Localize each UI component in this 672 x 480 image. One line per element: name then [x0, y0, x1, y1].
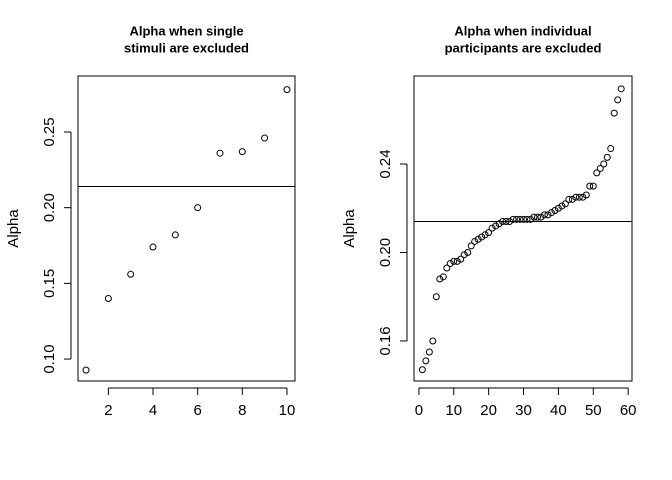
point: [238, 148, 246, 156]
point: [432, 293, 440, 301]
point: [429, 337, 437, 345]
plot-box: [413, 75, 633, 382]
point: [261, 134, 269, 142]
point: [460, 251, 468, 259]
point: [533, 213, 541, 221]
point: [506, 218, 514, 226]
point: [614, 96, 622, 104]
point: [575, 193, 583, 201]
x-tick-label: 20: [480, 402, 497, 419]
y-tick-label: 0.20: [377, 238, 394, 267]
x-tick-label: 0: [415, 402, 423, 419]
chart-title: participants are excluded: [445, 40, 602, 55]
point: [453, 257, 461, 265]
point: [283, 86, 291, 94]
point: [457, 255, 465, 263]
point: [558, 202, 566, 210]
chart-title: Alpha when single: [129, 23, 243, 38]
point: [520, 215, 528, 223]
point: [499, 218, 507, 226]
y-tick-label: 0.25: [41, 117, 58, 146]
point: [607, 145, 615, 153]
y-tick-label: 0.24: [377, 149, 394, 178]
point: [572, 193, 580, 201]
point: [436, 275, 444, 283]
point: [194, 204, 202, 212]
x-tick-label: 40: [550, 402, 567, 419]
point: [149, 243, 157, 251]
point: [516, 215, 524, 223]
x-tick-label: 6: [193, 402, 201, 419]
point: [82, 366, 90, 374]
point: [523, 215, 531, 223]
point: [579, 193, 587, 201]
point: [526, 215, 534, 223]
point: [443, 264, 451, 272]
point: [617, 85, 625, 93]
point: [127, 270, 135, 278]
point: [568, 195, 576, 203]
y-axis-label: Alpha: [341, 209, 358, 248]
chart-title: stimuli are excluded: [124, 40, 249, 55]
point: [478, 233, 486, 241]
point: [425, 348, 433, 356]
x-tick-label: 10: [279, 402, 296, 419]
point: [544, 211, 552, 219]
point: [495, 220, 503, 228]
point: [596, 164, 604, 172]
point: [450, 257, 458, 265]
x-tick-label: 2: [104, 402, 112, 419]
point: [540, 211, 548, 219]
chart-title: Alpha when individual: [454, 23, 591, 38]
x-tick-label: 50: [585, 402, 602, 419]
point: [104, 295, 112, 303]
point: [418, 366, 426, 374]
point: [513, 215, 521, 223]
point: [603, 153, 611, 161]
point: [481, 231, 489, 239]
x-tick-label: 60: [620, 402, 637, 419]
point: [171, 231, 179, 239]
point: [530, 213, 538, 221]
point: [537, 213, 545, 221]
point: [216, 149, 224, 157]
point: [547, 209, 555, 217]
point: [502, 218, 510, 226]
y-tick-label: 0.16: [377, 326, 394, 355]
point: [565, 195, 573, 203]
point: [589, 182, 597, 190]
y-tick-label: 0.20: [41, 193, 58, 222]
point: [464, 248, 472, 256]
point: [485, 229, 493, 237]
plot-box: [77, 75, 296, 382]
point: [446, 260, 454, 268]
y-tick-label: 0.10: [41, 344, 58, 373]
point: [551, 206, 559, 214]
point: [561, 200, 569, 208]
point: [439, 273, 447, 281]
point: [586, 182, 594, 190]
y-axis-label: Alpha: [5, 209, 22, 248]
point: [593, 169, 601, 177]
point: [422, 357, 430, 365]
x-tick-label: 8: [238, 402, 246, 419]
x-tick-label: 10: [445, 402, 462, 419]
point: [467, 242, 475, 250]
x-tick-label: 4: [149, 402, 157, 419]
point: [474, 235, 482, 243]
point: [554, 204, 562, 212]
point: [582, 191, 590, 199]
point: [610, 109, 618, 117]
point: [488, 224, 496, 232]
point: [509, 215, 517, 223]
x-tick-label: 30: [515, 402, 532, 419]
point: [471, 237, 479, 245]
point: [492, 222, 500, 230]
y-tick-label: 0.15: [41, 269, 58, 298]
point: [600, 160, 608, 168]
